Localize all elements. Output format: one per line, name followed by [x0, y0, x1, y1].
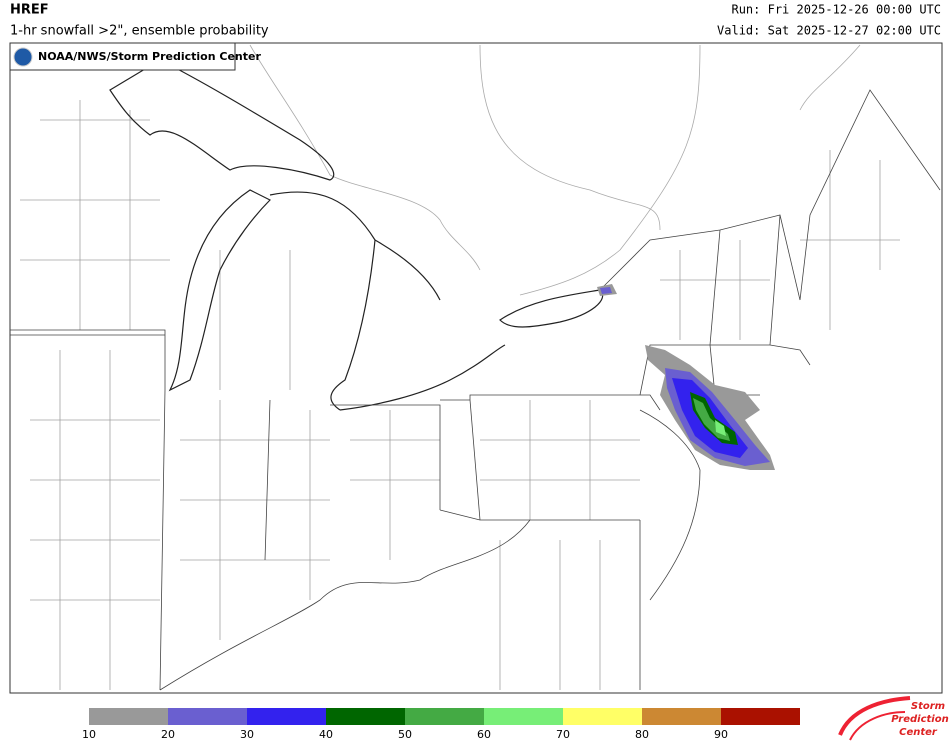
colorbar-segment: [563, 708, 642, 725]
valid-time: Valid: Sat 2025-12-27 02:00 UTC: [717, 24, 941, 38]
colorbar-label: 90: [714, 728, 728, 741]
product-title: 1-hr snowfall >2", ensemble probability: [10, 24, 269, 39]
colorbar: 10 20 30 40 50 60 70 80 90: [82, 708, 800, 741]
probability-areas: [597, 284, 775, 470]
colorbar-segment: [89, 708, 168, 725]
colorbar-label: 80: [635, 728, 649, 741]
colorbar-label: 30: [240, 728, 254, 741]
colorbar-segment: [405, 708, 484, 725]
colorbar-label: 70: [556, 728, 570, 741]
logo-line: Center: [899, 727, 938, 738]
colorbar-segment: [168, 708, 247, 725]
colorbar-segment: [247, 708, 326, 725]
colorbar-segment: [326, 708, 405, 725]
colorbar-label: 40: [319, 728, 333, 741]
colorbar-label: 50: [398, 728, 412, 741]
colorbar-label: 60: [477, 728, 491, 741]
logo-line: Storm: [911, 701, 945, 712]
colorbar-segment: [642, 708, 721, 725]
colorbar-segment: [721, 708, 800, 725]
spc-logo: Storm Prediction Center: [838, 696, 949, 741]
colorbar-segment: [484, 708, 563, 725]
map: NOAA/NWS/Storm Prediction Center: [9, 42, 943, 694]
map-credit: NOAA/NWS/Storm Prediction Center: [38, 50, 261, 63]
colorbar-label: 10: [82, 728, 96, 741]
logo-line: Prediction: [891, 714, 948, 725]
colorbar-label: 20: [161, 728, 175, 741]
run-time: Run: Fri 2025-12-26 00:00 UTC: [731, 3, 941, 17]
model-title: HREF: [10, 3, 49, 18]
